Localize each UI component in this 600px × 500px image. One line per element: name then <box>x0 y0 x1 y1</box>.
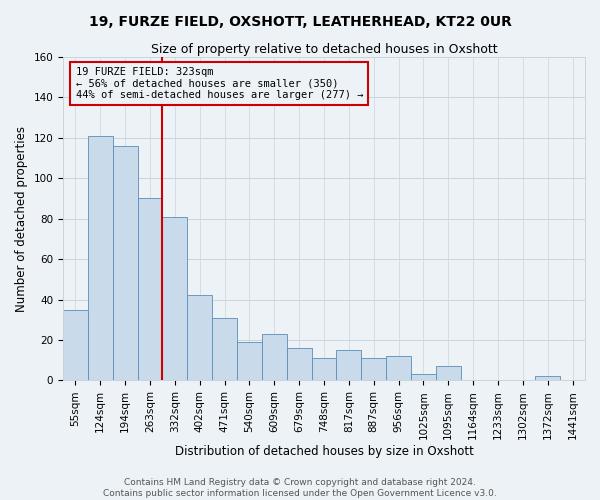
Bar <box>137 198 163 380</box>
Bar <box>287 348 311 380</box>
Text: 19, FURZE FIELD, OXSHOTT, LEATHERHEAD, KT22 0UR: 19, FURZE FIELD, OXSHOTT, LEATHERHEAD, K… <box>89 15 511 29</box>
Text: Contains HM Land Registry data © Crown copyright and database right 2024.
Contai: Contains HM Land Registry data © Crown c… <box>103 478 497 498</box>
Title: Size of property relative to detached houses in Oxshott: Size of property relative to detached ho… <box>151 42 497 56</box>
Bar <box>63 310 88 380</box>
Bar <box>262 334 287 380</box>
Bar <box>337 350 361 380</box>
Bar <box>88 136 113 380</box>
Bar <box>187 296 212 380</box>
Bar <box>535 376 560 380</box>
Text: 19 FURZE FIELD: 323sqm
← 56% of detached houses are smaller (350)
44% of semi-de: 19 FURZE FIELD: 323sqm ← 56% of detached… <box>76 67 363 100</box>
Y-axis label: Number of detached properties: Number of detached properties <box>15 126 28 312</box>
Bar <box>163 216 187 380</box>
Bar <box>311 358 337 380</box>
Bar <box>237 342 262 380</box>
Bar <box>361 358 386 380</box>
X-axis label: Distribution of detached houses by size in Oxshott: Distribution of detached houses by size … <box>175 444 473 458</box>
Bar <box>113 146 137 380</box>
Bar <box>436 366 461 380</box>
Bar <box>212 318 237 380</box>
Bar <box>411 374 436 380</box>
Bar <box>386 356 411 380</box>
